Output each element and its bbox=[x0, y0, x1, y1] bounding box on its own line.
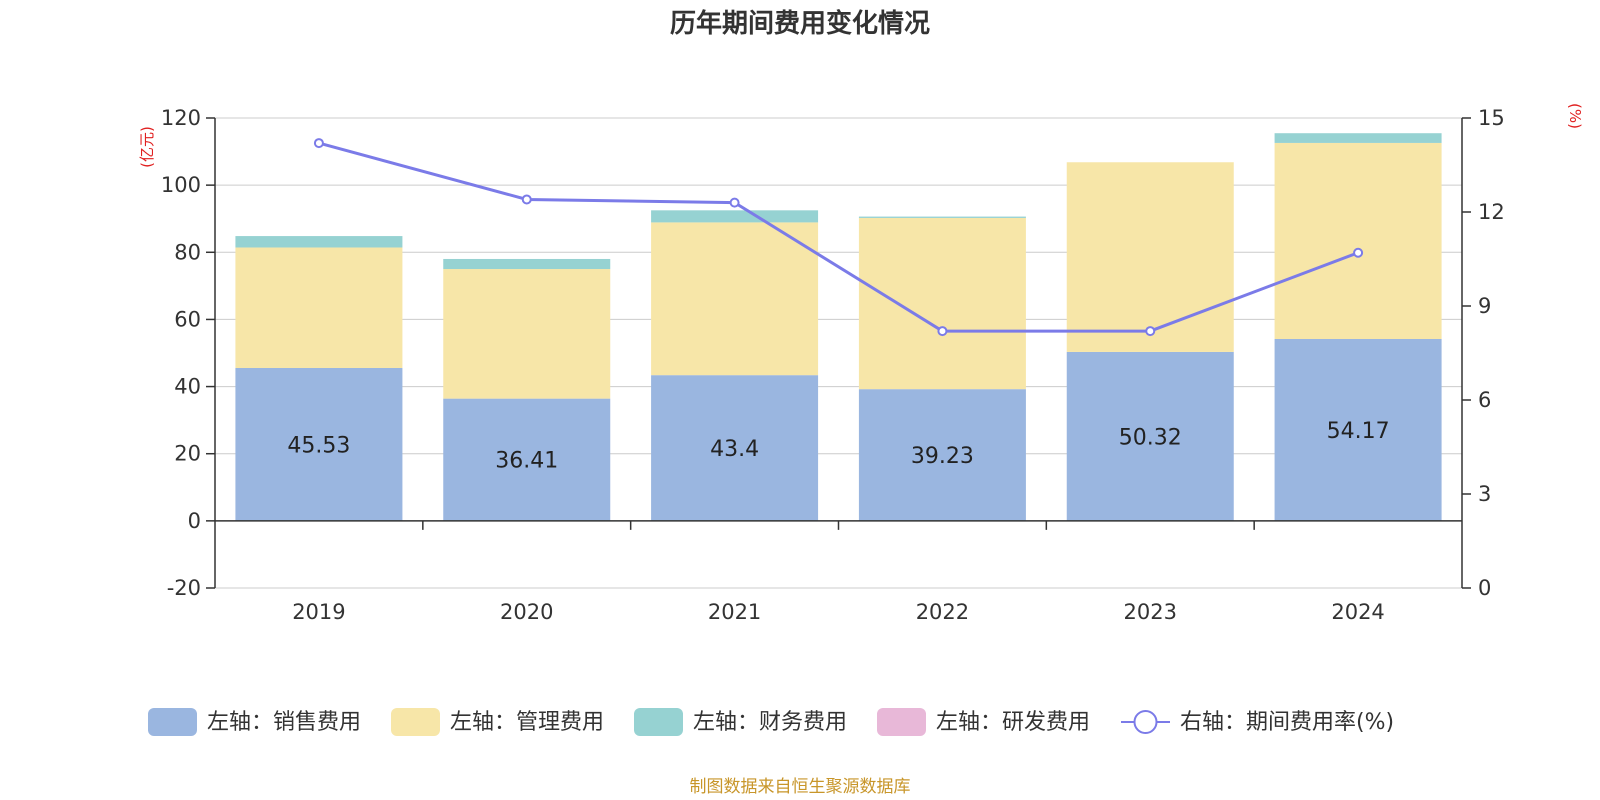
rate-point bbox=[1353, 247, 1364, 258]
data-label: 50.32 bbox=[1119, 425, 1182, 450]
right-tick-label: 0 bbox=[1478, 576, 1491, 600]
bar-segment bbox=[443, 269, 611, 399]
right-tick-label: 6 bbox=[1478, 388, 1491, 412]
data-label: 36.41 bbox=[495, 449, 558, 474]
left-tick-label: 20 bbox=[174, 442, 201, 466]
right-axis-unit: (%) bbox=[1566, 103, 1584, 129]
axes: -20 0 20 40 60 80 100 120 0 3 6 9 12 15 2019 2020 2021 20… bbox=[161, 106, 1505, 624]
x-tick-label: 2022 bbox=[916, 600, 969, 624]
data-label: 45.53 bbox=[287, 433, 350, 458]
rate-point bbox=[729, 197, 740, 208]
right-tick-label: 9 bbox=[1478, 294, 1491, 318]
rate-point bbox=[1145, 326, 1156, 337]
bars bbox=[235, 133, 1442, 521]
bar-segment bbox=[1274, 133, 1442, 143]
bar-segment bbox=[235, 368, 403, 521]
left-tick-label: -20 bbox=[167, 576, 201, 600]
legend-swatch bbox=[634, 708, 683, 736]
rate-line-path bbox=[318, 141, 1359, 333]
bar-segment bbox=[1274, 339, 1442, 521]
right-tick-label: 3 bbox=[1478, 482, 1491, 506]
legend-marker bbox=[1133, 710, 1158, 734]
source-note: 制图数据来自恒生聚源数据库 bbox=[690, 777, 911, 797]
left-tick-label: 80 bbox=[174, 240, 201, 264]
bar-segment bbox=[1066, 162, 1234, 352]
right-tick-label: 15 bbox=[1478, 106, 1505, 130]
bar-segment bbox=[651, 375, 819, 521]
rate-point bbox=[937, 326, 948, 337]
bar-segment bbox=[1274, 142, 1442, 340]
chart-title: 历年期间费用变化情况 bbox=[670, 8, 930, 39]
x-tick-label: 2023 bbox=[1124, 600, 1177, 624]
bar-segment bbox=[443, 258, 611, 270]
bar-segment bbox=[651, 222, 819, 376]
bar-segment bbox=[235, 247, 403, 369]
rate-line bbox=[313, 138, 1364, 337]
bar-segment bbox=[1066, 351, 1234, 521]
data-label: 39.23 bbox=[911, 444, 974, 469]
data-labels: 45.53 36.41 43.4 39.23 50.32 54.17 bbox=[287, 419, 1389, 474]
legend-swatch bbox=[877, 708, 926, 736]
x-tick-label: 2019 bbox=[292, 600, 345, 624]
x-tick-label: 2020 bbox=[500, 600, 553, 624]
bar-segment bbox=[858, 216, 1026, 218]
legend-label: 左轴：管理费用 bbox=[450, 710, 604, 735]
left-axis-unit: (亿元) bbox=[138, 126, 156, 168]
right-tick-label: 12 bbox=[1478, 200, 1505, 224]
legend-label: 左轴：财务费用 bbox=[693, 710, 847, 735]
legend: 左轴：销售费用 左轴：管理费用 左轴：财务费用 左轴：研发费用 右轴：期间费用率(%) bbox=[148, 708, 1394, 736]
left-tick-label: 100 bbox=[161, 173, 201, 197]
bar-segment bbox=[651, 210, 819, 223]
left-tick-label: 40 bbox=[174, 375, 201, 399]
bar-segment bbox=[858, 217, 1026, 390]
rate-point bbox=[521, 194, 532, 205]
x-tick-label: 2024 bbox=[1331, 600, 1384, 624]
rate-point bbox=[313, 138, 324, 149]
data-label: 54.17 bbox=[1327, 419, 1390, 444]
data-label: 43.4 bbox=[710, 437, 759, 462]
left-tick-label: 120 bbox=[161, 106, 201, 130]
legend-label: 左轴：研发费用 bbox=[936, 710, 1090, 735]
bar-segment bbox=[443, 398, 611, 521]
legend-swatch bbox=[148, 708, 197, 736]
legend-swatch bbox=[391, 708, 440, 736]
legend-label: 左轴：销售费用 bbox=[207, 710, 361, 735]
bar-segment bbox=[235, 236, 403, 248]
left-tick-label: 0 bbox=[188, 509, 201, 533]
legend-label: 右轴：期间费用率(%) bbox=[1180, 710, 1394, 735]
x-tick-label: 2021 bbox=[708, 600, 761, 624]
bar-segment bbox=[858, 389, 1026, 521]
left-tick-label: 60 bbox=[174, 307, 201, 331]
